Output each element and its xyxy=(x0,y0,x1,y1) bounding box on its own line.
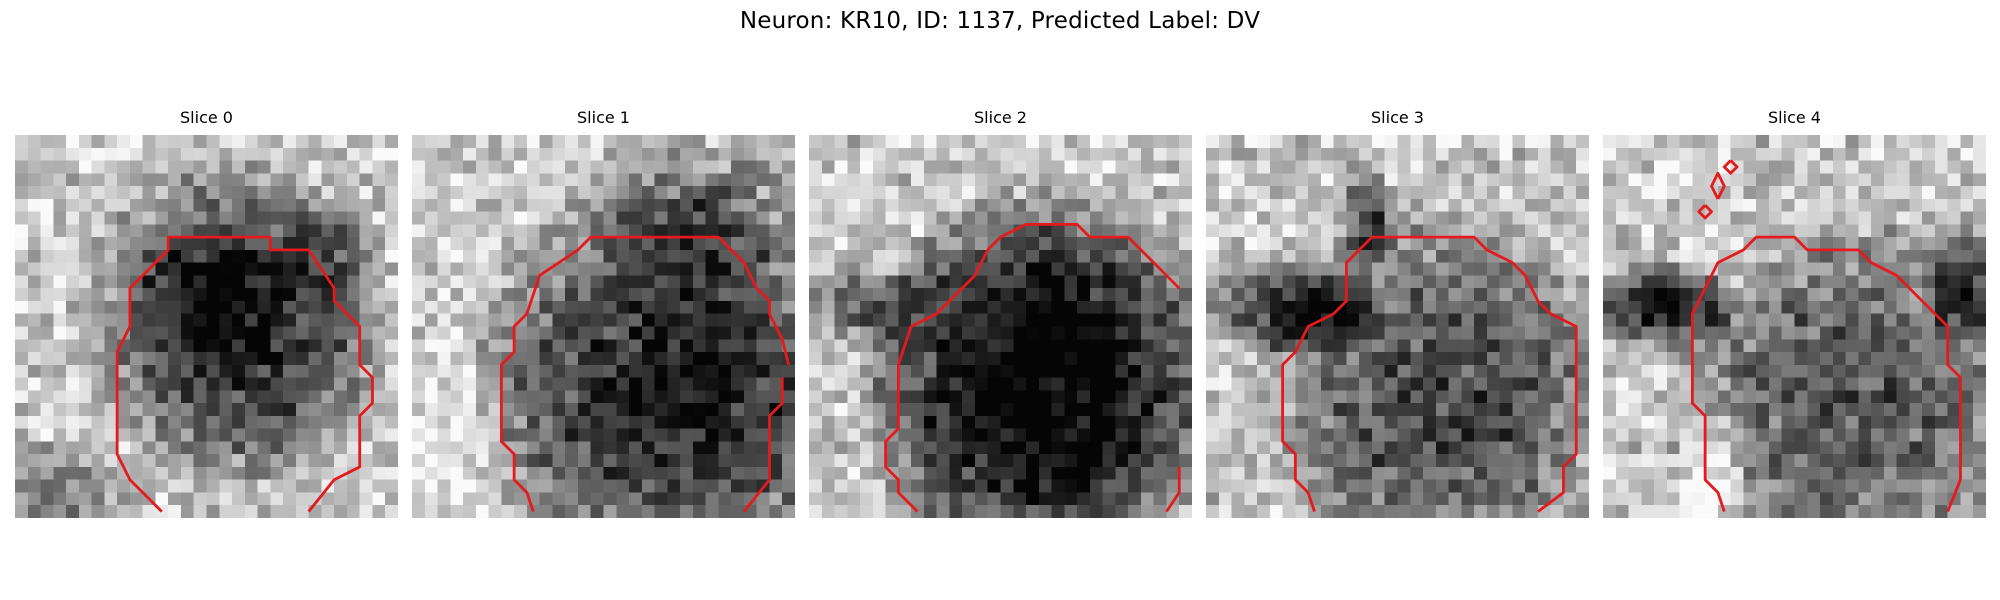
segmentation-contour xyxy=(1710,171,1726,200)
segmentation-contour xyxy=(1722,159,1739,175)
segmentation-contour xyxy=(1281,235,1578,513)
slice-image xyxy=(809,135,1192,518)
slice-title: Slice 4 xyxy=(1768,108,1821,127)
slice-image xyxy=(1206,135,1589,518)
figure-title: Neuron: KR10, ID: 1137, Predicted Label:… xyxy=(739,8,1261,34)
slice-title: Slice 2 xyxy=(974,108,1027,127)
segmentation-contour xyxy=(742,377,784,513)
slice-image xyxy=(15,135,398,518)
slice-title: Slice 3 xyxy=(1371,108,1424,127)
slice-title: Slice 0 xyxy=(180,108,233,127)
segmentation-contour xyxy=(1697,204,1713,220)
segmentation-contour xyxy=(499,235,790,513)
segmentation-contour xyxy=(1690,235,1962,513)
segmentation-contour xyxy=(1165,466,1181,513)
slice-title: Slice 1 xyxy=(577,108,630,127)
slice-image xyxy=(412,135,795,518)
slice-image xyxy=(1603,135,1986,518)
segmentation-contour xyxy=(115,235,374,513)
segmentation-contour xyxy=(884,222,1181,513)
